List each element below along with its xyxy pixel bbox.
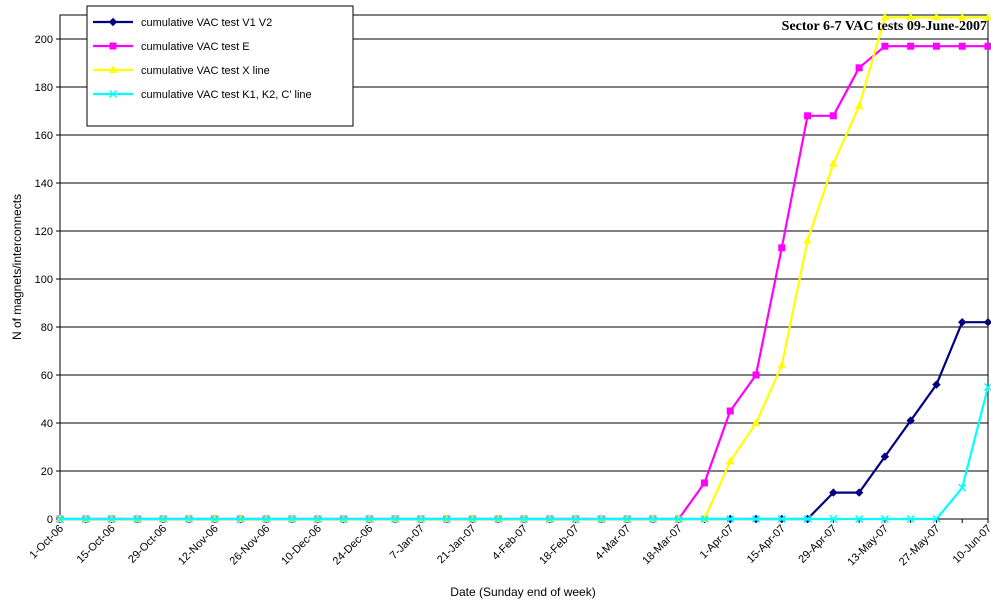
data-point <box>880 452 890 461</box>
data-point <box>828 159 838 167</box>
y-tick-label: 200 <box>35 34 53 46</box>
y-axis-ticks: 0 20 40 60 80 100 120 140 160 180 200 <box>35 34 60 526</box>
data-point <box>829 112 837 120</box>
series-layer <box>55 12 991 524</box>
legend-swatch-marker <box>109 42 117 50</box>
legend-item: cumulative VAC test V1 V2 <box>93 17 272 29</box>
legend-box <box>86 5 354 127</box>
data-point <box>854 101 864 110</box>
data-point <box>804 112 812 120</box>
data-point <box>855 514 864 524</box>
data-point <box>932 380 941 389</box>
data-point <box>751 418 761 426</box>
data-point <box>906 416 915 425</box>
data-point <box>262 514 271 524</box>
data-point <box>958 483 967 492</box>
series-4 <box>55 382 991 524</box>
data-point <box>907 42 915 50</box>
data-point <box>700 479 708 487</box>
legend-swatch-marker <box>108 65 118 73</box>
data-point <box>803 236 812 244</box>
data-point <box>416 514 425 524</box>
data-point <box>983 382 991 392</box>
data-point <box>571 514 580 524</box>
legend: cumulative VAC test V1 V2 cumulative VAC … <box>86 5 354 127</box>
data-point <box>107 514 116 524</box>
y-tick-label: 100 <box>35 274 53 286</box>
legend-swatch-marker <box>108 89 118 99</box>
data-point <box>494 514 503 524</box>
y-tick-label: 20 <box>41 466 53 478</box>
data-point <box>983 317 991 327</box>
data-point <box>906 514 915 524</box>
y-tick-label: 180 <box>35 82 53 94</box>
data-point <box>957 12 967 21</box>
y-axis-label: N of magnets/interconnects <box>10 194 24 340</box>
legend-label: cumulative VAC test V1 V2 <box>141 17 272 29</box>
data-point <box>236 514 245 524</box>
data-point <box>932 12 941 21</box>
data-point <box>287 514 297 524</box>
legend-label: cumulative VAC test E <box>141 41 250 53</box>
legend-label: cumulative VAC test X line <box>141 65 270 77</box>
data-point <box>726 514 735 524</box>
data-point <box>880 12 890 21</box>
data-point <box>442 514 451 524</box>
data-point <box>752 371 760 379</box>
legend-label: cumulative VAC test K1, K2, C' line <box>141 89 312 101</box>
data-point <box>468 514 477 524</box>
data-point <box>958 42 966 50</box>
data-point <box>545 514 554 524</box>
data-point <box>210 514 219 524</box>
data-point <box>983 12 991 21</box>
data-point <box>881 42 889 50</box>
y-tick-label: 40 <box>41 418 53 430</box>
data-point <box>81 514 90 524</box>
data-point <box>880 514 889 524</box>
data-point <box>159 514 168 524</box>
data-point <box>932 42 940 50</box>
legend-item: cumulative VAC test K1, K2, C' line <box>93 89 312 101</box>
data-point <box>700 514 709 524</box>
y-tick-label: 120 <box>35 226 53 238</box>
data-point <box>55 514 65 524</box>
data-point <box>803 514 812 524</box>
data-point <box>648 514 657 524</box>
data-point <box>958 317 967 327</box>
data-point <box>829 488 838 497</box>
data-point <box>365 514 374 524</box>
y-tick-label: 140 <box>35 178 53 190</box>
data-point <box>855 64 863 72</box>
data-point <box>777 514 786 524</box>
data-point <box>984 42 991 50</box>
data-point <box>778 244 786 252</box>
legend-item: cumulative VAC test X line <box>93 65 270 77</box>
chart-title: Sector 6-7 VAC tests 09-June-2007 <box>782 19 987 34</box>
data-point <box>725 456 735 465</box>
data-point <box>932 514 941 524</box>
x-axis-label: Date (Sunday end of week) <box>450 585 595 599</box>
data-point <box>726 407 734 415</box>
data-point <box>313 514 322 524</box>
data-point <box>777 360 787 369</box>
y-tick-label: 60 <box>41 370 53 382</box>
data-point <box>751 514 761 524</box>
data-point <box>184 514 193 524</box>
y-tick-label: 0 <box>47 514 53 526</box>
y-tick-label: 80 <box>41 322 53 334</box>
legend-item: cumulative VAC test E <box>93 41 250 53</box>
y-tick-label: 160 <box>35 130 53 142</box>
data-point <box>829 514 838 524</box>
data-point <box>391 514 400 524</box>
data-point <box>623 514 632 524</box>
data-point <box>519 514 529 524</box>
data-point <box>597 514 606 524</box>
data-point <box>906 12 916 21</box>
data-point <box>674 514 683 524</box>
data-point <box>854 488 864 497</box>
data-point <box>339 514 348 524</box>
legend-swatch-marker <box>108 17 118 27</box>
data-point <box>133 514 142 524</box>
